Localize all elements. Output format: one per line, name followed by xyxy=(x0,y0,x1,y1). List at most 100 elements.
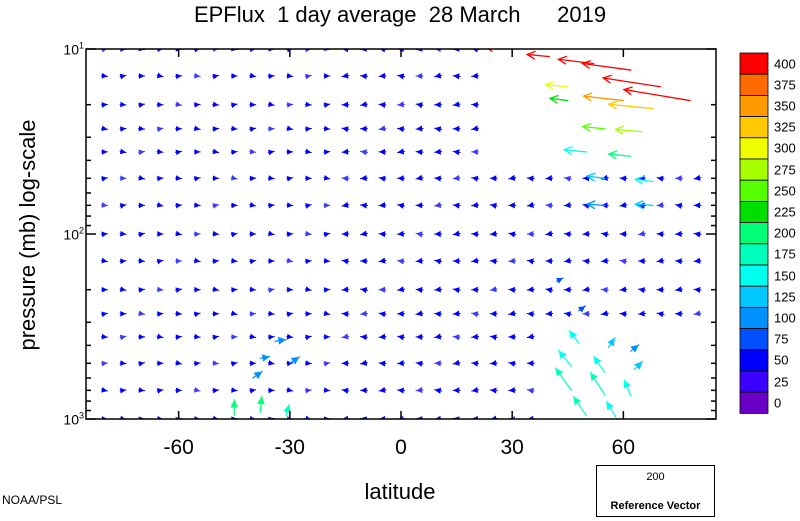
arrow-head xyxy=(194,231,201,238)
strong-arrow xyxy=(633,175,654,185)
arrow-head xyxy=(573,396,582,406)
arrow-head xyxy=(471,231,479,238)
arrow-head xyxy=(545,310,553,317)
arrow-head xyxy=(231,73,238,79)
background-arrow xyxy=(230,73,238,79)
arrow-head xyxy=(157,49,163,53)
arrow-head xyxy=(693,257,701,264)
background-arrow xyxy=(212,334,220,341)
arrow-head xyxy=(120,175,127,182)
arrow-head xyxy=(601,231,608,238)
background-arrow xyxy=(119,175,127,182)
background-arrow xyxy=(359,387,368,394)
background-arrow xyxy=(341,101,350,108)
arrow-head xyxy=(360,73,367,80)
arrow-head xyxy=(525,50,536,60)
arrow-head xyxy=(378,231,386,238)
arrow-head xyxy=(249,148,256,155)
background-arrow xyxy=(286,125,294,132)
arrow-head xyxy=(213,310,219,317)
arrow-head xyxy=(249,311,256,317)
arrow-head xyxy=(434,387,442,394)
arrow-head xyxy=(138,287,145,293)
background-arrow xyxy=(341,333,350,340)
arrow-head xyxy=(527,230,534,238)
arrow-head xyxy=(250,360,256,367)
colorbar-swatch xyxy=(739,137,769,160)
arrow-head xyxy=(472,49,478,53)
background-arrow xyxy=(138,202,146,209)
background-arrow xyxy=(323,202,331,209)
arrow-head xyxy=(548,94,559,104)
background-arrow xyxy=(582,286,591,293)
background-arrow xyxy=(656,175,665,182)
arrow-shaft xyxy=(581,62,632,71)
background-arrow xyxy=(563,231,572,238)
background-arrow xyxy=(508,202,517,209)
background-arrow xyxy=(452,202,461,209)
background-arrow xyxy=(397,286,405,293)
arrow-head xyxy=(471,286,478,293)
arrow-head xyxy=(286,176,293,182)
background-arrow xyxy=(600,257,609,264)
arrow-head xyxy=(341,175,349,182)
arrow-head xyxy=(305,334,312,341)
arrow-head xyxy=(607,150,618,160)
arrow-head xyxy=(341,126,349,133)
colorbar-label: 125 xyxy=(774,289,796,305)
arrow-head xyxy=(693,286,701,293)
background-arrow xyxy=(563,286,572,293)
colorbar-swatch xyxy=(739,285,769,308)
arrow-head xyxy=(175,73,182,80)
arrow-head xyxy=(120,387,127,394)
arrow-head xyxy=(545,202,553,209)
arrow-head xyxy=(305,258,312,265)
arrow-head xyxy=(508,257,516,264)
background-arrow xyxy=(508,174,517,181)
background-arrow xyxy=(341,126,350,133)
arrow-head xyxy=(675,310,682,317)
background-arrow xyxy=(249,148,257,155)
arrow-head xyxy=(268,125,275,132)
arrow-head xyxy=(416,360,423,367)
arrow-head xyxy=(138,149,145,156)
background-arrow xyxy=(656,286,665,293)
arrow-head xyxy=(619,258,627,265)
arrow-head xyxy=(508,360,516,367)
background-arrow xyxy=(138,387,146,393)
arrow-head xyxy=(397,387,404,394)
colorbar-label: 375 xyxy=(774,77,796,93)
background-arrow xyxy=(286,176,294,182)
arrow-head xyxy=(286,333,293,340)
colorbar-swatch xyxy=(739,200,769,223)
background-arrow xyxy=(471,125,480,132)
colorbar-label: 25 xyxy=(774,374,789,390)
tropospheric-arrow xyxy=(252,370,263,380)
arrow-head xyxy=(416,231,423,238)
background-arrow xyxy=(119,230,127,237)
background-arrow xyxy=(267,359,275,366)
arrow-head xyxy=(283,404,291,414)
arrow-head xyxy=(323,310,330,317)
arrow-head xyxy=(101,125,108,132)
reference-vector-box: 200 Reference Vector xyxy=(596,465,715,517)
arrow-head xyxy=(490,202,497,209)
background-arrow xyxy=(452,125,461,132)
arrow-head xyxy=(656,286,664,293)
background-arrow xyxy=(397,387,405,394)
arrow-head xyxy=(416,286,423,293)
arrow-head xyxy=(416,174,423,181)
background-arrow xyxy=(341,175,350,182)
arrow-head xyxy=(212,387,219,394)
background-arrow xyxy=(230,202,238,209)
background-arrow xyxy=(193,202,201,208)
colorbar xyxy=(739,52,769,414)
arrow-head xyxy=(231,102,238,109)
background-arrow xyxy=(489,360,498,367)
arrow-head xyxy=(101,257,108,264)
arrow-head xyxy=(305,360,312,366)
arrow-head xyxy=(175,387,182,394)
background-arrow xyxy=(489,202,498,209)
background-arrow xyxy=(286,231,294,238)
tropospheric-arrow xyxy=(605,400,617,418)
